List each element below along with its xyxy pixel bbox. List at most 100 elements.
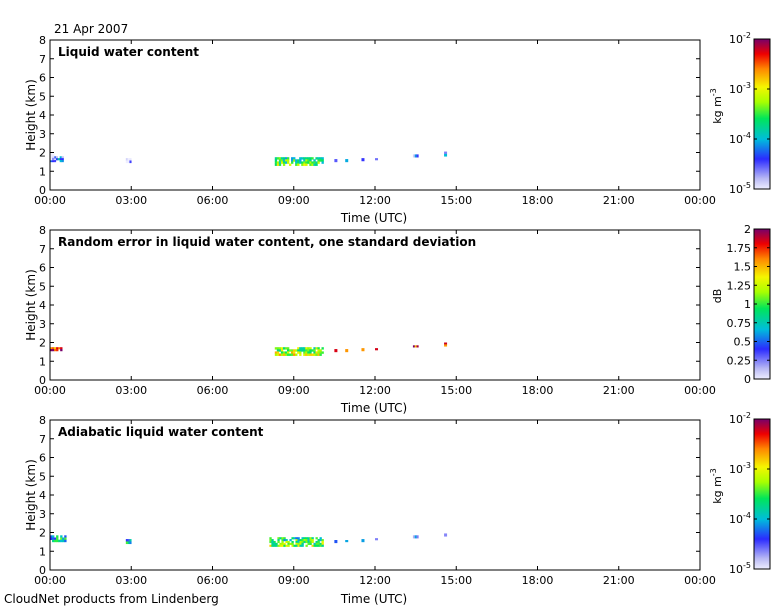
data-cell [301,349,304,352]
colorbar-3: 10-2 10-3 10-4 10-5 kg m-3 [709,411,771,576]
data-cell [311,540,314,544]
colorbar-tick-label: 10-3 [729,461,751,476]
data-cell [286,161,290,164]
y-tick-label: 8 [39,414,46,427]
data-cell [59,158,62,161]
data-cell [297,351,300,354]
data-cell [295,161,298,164]
data-cell [50,535,53,538]
data-cell [444,342,448,345]
data-cell [319,351,322,354]
data-cell [271,540,274,544]
data-cell [274,161,278,164]
data-cell [295,159,298,162]
data-cell [321,544,324,547]
data-cell [309,347,312,350]
plot-frame [49,229,701,381]
data-cell [297,540,300,544]
data-cell [317,161,320,164]
data-cell [305,347,308,350]
colorbar-tick-label: 1.75 [727,242,752,255]
data-cell [293,537,296,540]
panel-title: Adiabatic liquid water content [58,425,264,439]
data-cell [277,540,280,544]
data-cell [280,157,284,160]
data-cell [52,153,55,156]
data-cell [273,540,276,544]
data-cell [127,160,130,164]
y-tick-label: 1 [39,165,46,178]
data-cell [309,161,312,164]
data-cell [282,161,286,164]
data-cell [60,535,63,538]
data-cell [416,345,419,348]
data-cell [317,539,320,542]
data-cell [309,351,312,354]
data-cell [61,160,64,163]
data-cell [278,347,282,350]
data-cell [309,349,312,352]
data-cell [51,160,55,163]
data-cell [284,161,288,164]
panel-random-error: Random error in liquid water content, on… [24,235,476,415]
y-tick-label: 0 [39,184,46,197]
data-cell [291,540,294,544]
data-cell [412,154,416,158]
data-cell [303,161,306,164]
y-tick-label: 7 [39,53,46,66]
data-cell [299,542,302,545]
data-cell [412,345,416,348]
data-cell [307,157,310,160]
data-cell [289,349,292,352]
y-tick-label: 2 [39,527,46,540]
data-cell [289,353,292,356]
data-cell [297,347,300,350]
data-cell [285,539,288,542]
data-cell [59,156,62,159]
data-cell [307,161,310,164]
data-cell [269,540,272,544]
data-cell [317,540,320,544]
data-cell [319,159,322,162]
data-cell [321,347,324,350]
data-cell [297,537,300,540]
data-cell [283,544,286,547]
x-tick-label: 15:00 [440,194,472,207]
data-cell [276,157,280,160]
data-cell [303,353,306,356]
data-cell [319,544,322,547]
x-tick-label: 06:00 [197,574,229,587]
data-cell [315,540,318,544]
data-cell [56,349,59,352]
data-cell [416,154,419,158]
y-tick-label: 3 [39,508,46,521]
x-tick-label: 21:00 [603,574,635,587]
data-cell [291,161,294,164]
data-cell [317,351,320,354]
data-cell [276,161,280,164]
data-cell [375,538,379,541]
data-cell [125,158,128,161]
data-cell [52,537,55,540]
data-cell [274,159,278,162]
colorbar-tick-label: 10-3 [729,81,751,96]
data-cell [375,158,379,161]
data-cell [297,161,300,164]
footer-credit: CloudNet products from Lindenberg [4,592,219,606]
data-cell [281,537,284,540]
data-cell [59,160,62,163]
data-cell [278,159,282,162]
data-cell [313,161,316,164]
data-cell [295,539,298,542]
data-cell [295,537,298,540]
data-cell [271,542,274,545]
data-cell [289,539,292,542]
data-cell [319,542,322,545]
panel-title: Liquid water content [58,45,199,59]
data-cell [285,540,288,544]
data-cell [305,544,308,547]
plot-area-1: 00:00 03:00 06:00 09:00 12:00 15:00 18:00 21:00… [34,34,716,207]
data-cell [58,347,61,350]
data-cell [315,542,318,545]
x-tick-label: 15:00 [440,384,472,397]
